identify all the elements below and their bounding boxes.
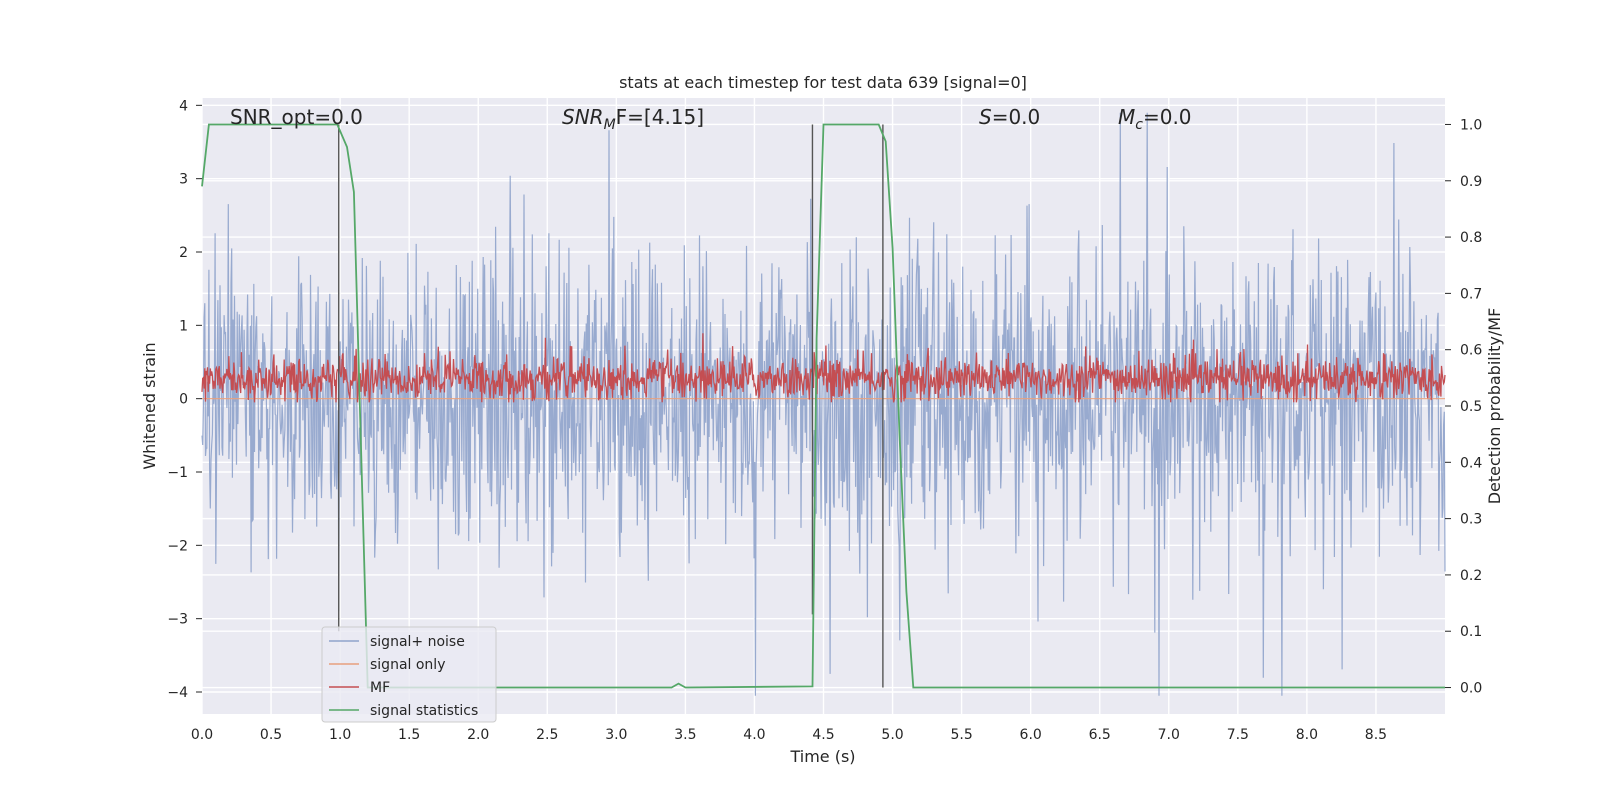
y-right-tick-label: 0.5 — [1460, 399, 1482, 415]
y-right-tick-label: 0.1 — [1460, 624, 1482, 640]
y-right-tick-label: 0.2 — [1460, 568, 1482, 584]
x-tick-label: 8.0 — [1296, 727, 1318, 743]
y-left-tick-label: 4 — [179, 98, 188, 114]
legend: signal+ noise signal only MF signal stat… — [321, 626, 497, 723]
x-tick-label: 3.5 — [674, 727, 696, 743]
x-tick-label: 3.0 — [605, 727, 627, 743]
annotation-text: SNR_opt=0.0 — [230, 105, 363, 129]
x-tick-label: 0.5 — [260, 727, 282, 743]
y-right-tick-label: 0.8 — [1460, 230, 1482, 246]
y-left-tick-label: 0 — [179, 392, 188, 408]
x-tick-label: 7.0 — [1158, 727, 1180, 743]
y-right-tick-label: 0.3 — [1460, 512, 1482, 528]
y-left-tick-label: −3 — [167, 612, 188, 628]
x-tick-label: 4.0 — [743, 727, 765, 743]
x-tick-label: 5.5 — [950, 727, 972, 743]
x-tick-label: 6.0 — [1020, 727, 1042, 743]
y-left-tick-label: −4 — [167, 685, 188, 701]
legend-label-signal-statistics: signal statistics — [370, 703, 478, 719]
x-tick-label: 0.0 — [191, 727, 213, 743]
annotations: SNR_opt=0.0 SNRMF=[4.15] S=0.0 Mc=0.0 — [230, 105, 1192, 133]
y-right-tick-label: 0.4 — [1460, 455, 1482, 471]
legend-box — [321, 626, 497, 723]
x-tick-label: 5.0 — [881, 727, 903, 743]
x-tick-label: 6.5 — [1089, 727, 1111, 743]
y-left-tick-label: −1 — [167, 465, 188, 481]
y-right-tick-label: 1.0 — [1460, 117, 1482, 133]
x-tick-label: 8.5 — [1365, 727, 1387, 743]
axes: 0.0 0.5 1.0 1.5 2.0 2.5 3.0 3.5 4.0 4.5 5.0 5.5 6.0 6… — [167, 98, 1482, 743]
y-left-tick-label: 2 — [179, 245, 188, 261]
y-axis-label-right: Detection probability/MF — [1485, 308, 1504, 505]
x-tick-label: 4.5 — [812, 727, 834, 743]
y-right-tick-label: 0.0 — [1460, 681, 1482, 697]
series-signal-noise — [201, 112, 1446, 696]
x-tick-label: 2.5 — [536, 727, 558, 743]
y-left-tick-label: 1 — [179, 318, 188, 334]
legend-label-signal-only: signal only — [370, 657, 445, 673]
x-axis-label: Time (s) — [789, 747, 855, 766]
annotation-text: SNRMF=[4.15] — [562, 105, 704, 133]
legend-label-signal-noise: signal+ noise — [370, 634, 465, 650]
series-mf — [201, 333, 1446, 403]
x-tick-label: 1.5 — [398, 727, 420, 743]
annotation-text: Mc=0.0 — [1118, 105, 1192, 133]
x-tick-label: 1.0 — [329, 727, 351, 743]
y-right-tick-label: 0.7 — [1460, 286, 1482, 302]
annotation-text: S=0.0 — [979, 105, 1040, 129]
y-axis-label-left: Whitened strain — [140, 342, 159, 469]
y-right-tick-label: 0.6 — [1460, 343, 1482, 359]
series-signal-statistics — [201, 123, 1445, 689]
chart-title: stats at each timestep for test data 639… — [619, 73, 1027, 92]
x-tick-label: 7.5 — [1227, 727, 1249, 743]
y-left-tick-label: 3 — [179, 172, 188, 188]
legend-label-mf: MF — [370, 680, 390, 696]
y-left-tick-label: −2 — [167, 538, 188, 554]
plot-series — [201, 112, 1446, 696]
y-right-tick-label: 0.9 — [1460, 174, 1482, 190]
x-tick-label: 2.0 — [467, 727, 489, 743]
